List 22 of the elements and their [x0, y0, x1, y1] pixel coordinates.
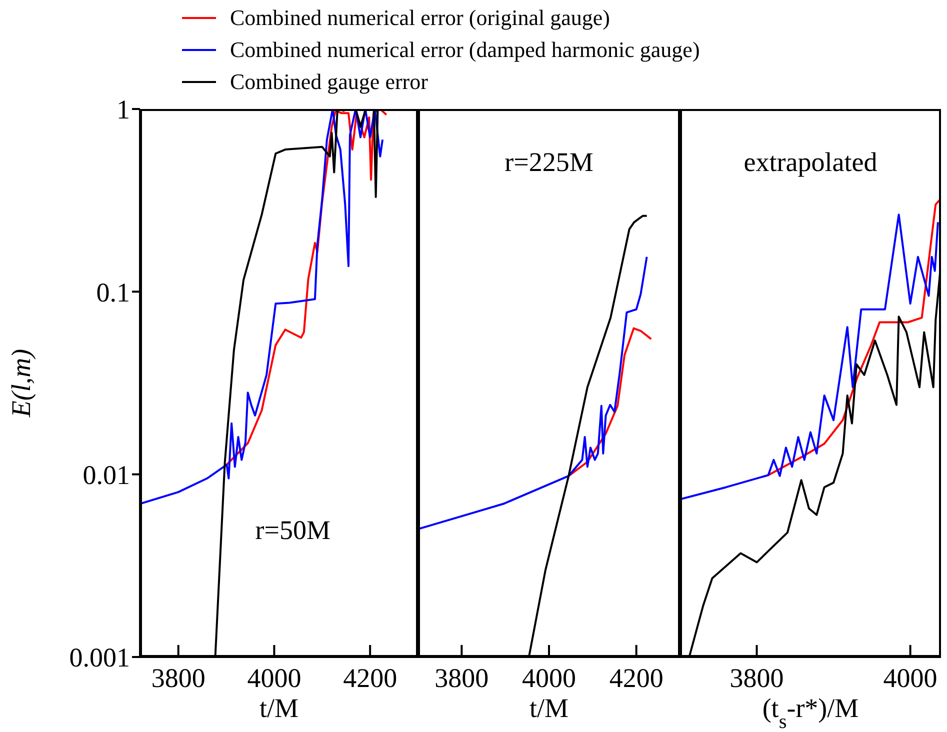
x-tick-label: 3800 — [434, 663, 489, 693]
annotation: r=225M — [504, 147, 594, 178]
y-tick-label: 0.1 — [96, 277, 130, 308]
y-axis-title: E(l,m) — [6, 348, 36, 418]
x-tick-label: 4200 — [609, 663, 664, 693]
legend-label: Combined gauge error — [230, 68, 428, 96]
x-tick-label: 3800 — [151, 663, 206, 693]
y-tick-label: 1 — [116, 94, 130, 125]
x-tick-label: 4000 — [522, 663, 576, 693]
legend-label: Combined numerical error (original gauge) — [230, 4, 610, 32]
y-tick-label: 0.001 — [69, 642, 130, 673]
x-tick-label: 3800 — [730, 663, 784, 693]
x-tick-label: 4200 — [343, 663, 398, 693]
annotation: extrapolated — [744, 147, 878, 178]
y-tick-label: 0.01 — [82, 460, 130, 490]
x-tick-label: 4000 — [247, 663, 302, 693]
annotation: r=50M — [255, 514, 331, 546]
legend-label: Combined numerical error (damped harmonic gauge) — [230, 36, 700, 64]
x-axis-title: t/M — [529, 693, 569, 723]
x-axis-title: t/M — [259, 693, 299, 723]
x-tick-label: 4000 — [883, 663, 938, 693]
x-axis-title: (t$_{s}$-r*)/M — [762, 693, 859, 732]
